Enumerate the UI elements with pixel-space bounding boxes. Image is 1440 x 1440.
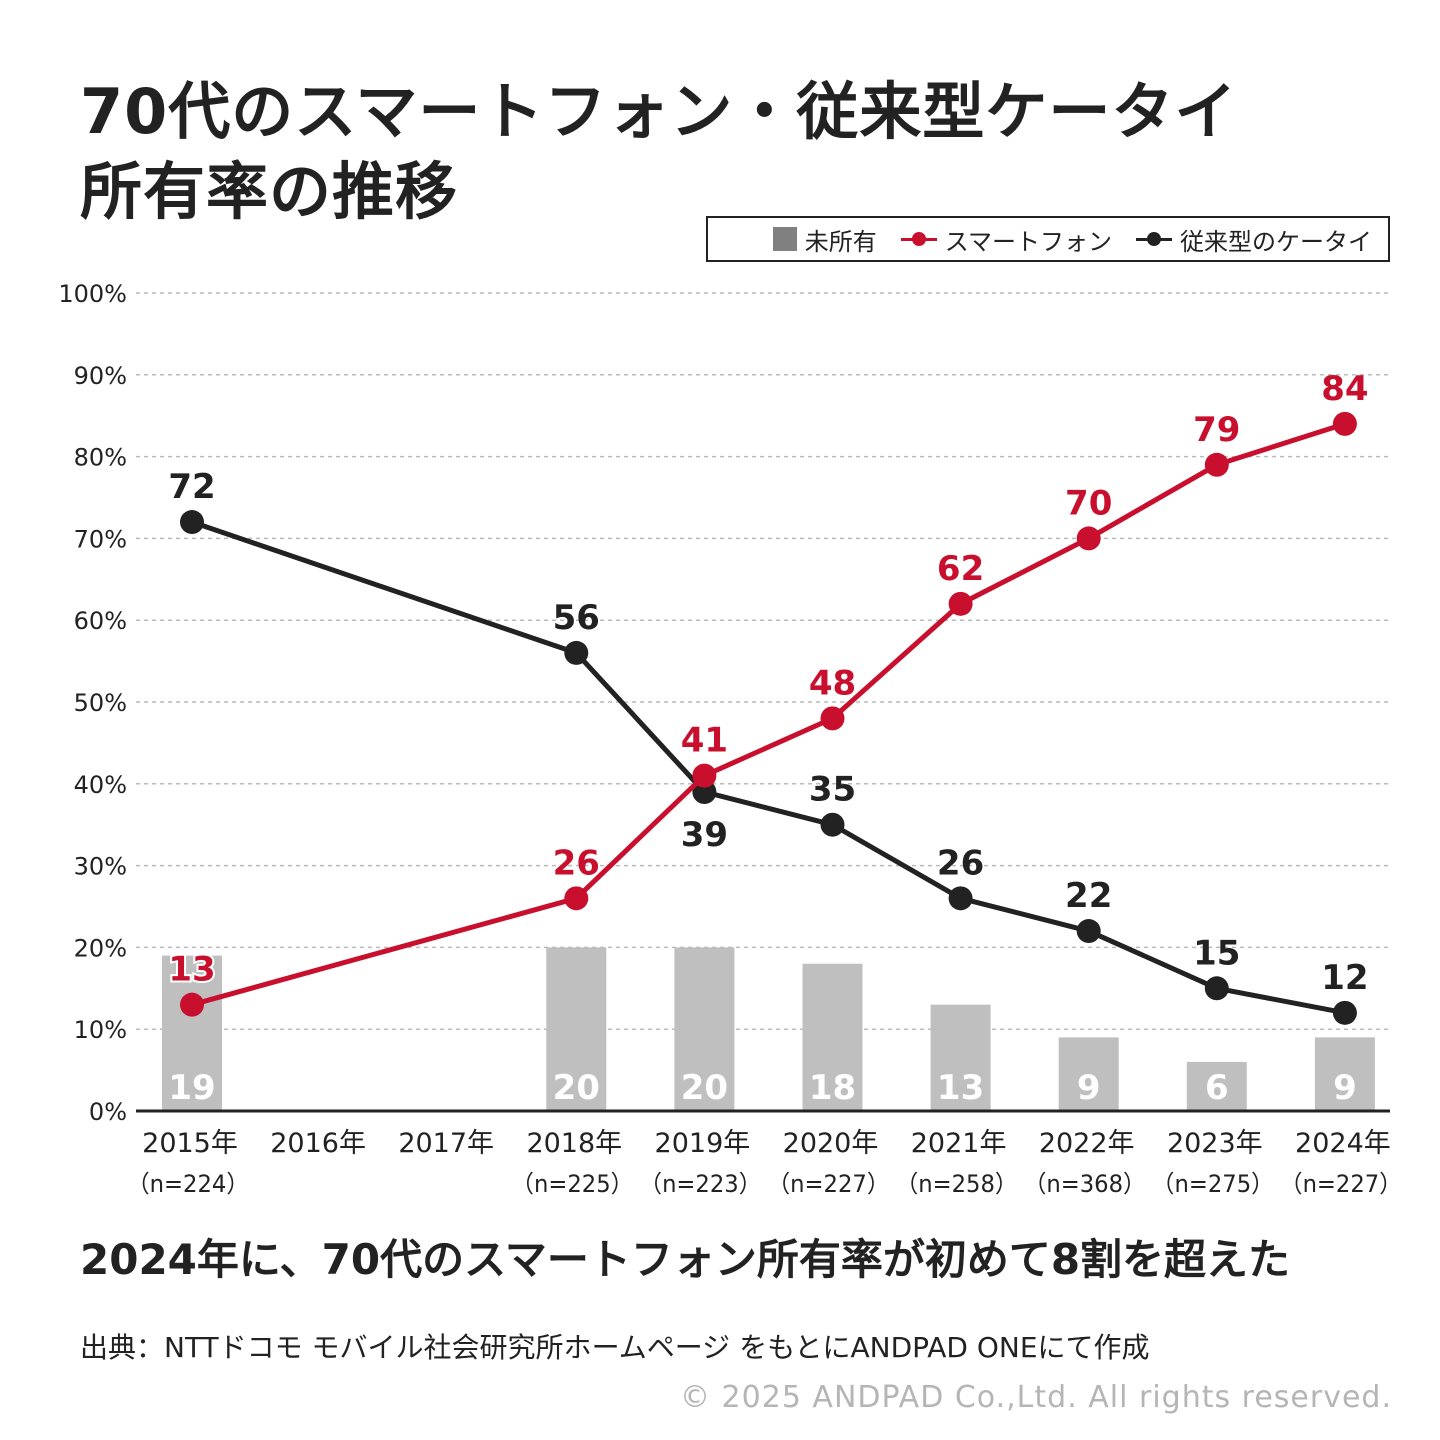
legend: 未所有 スマートフォン 従来型のケータイ xyxy=(706,216,1390,262)
feature-phone-data-label: 12 xyxy=(1321,958,1368,998)
y-tick-label: 50% xyxy=(74,689,127,717)
legend-swatch-smartphone xyxy=(900,229,937,249)
smartphone-data-label: 48 xyxy=(809,663,856,703)
y-tick-label: 100% xyxy=(58,280,127,308)
y-tick-label: 20% xyxy=(74,934,127,962)
smartphone-data-label: 62 xyxy=(937,549,984,589)
x-tick-label: 2023年 xyxy=(1167,1128,1263,1159)
feature-phone-point xyxy=(180,510,204,535)
bar-data-label: 9 xyxy=(1333,1068,1357,1108)
smartphone-point xyxy=(948,591,973,616)
feature-phone-data-label: 15 xyxy=(1193,933,1240,973)
feature-phone-data-label: 35 xyxy=(809,770,856,810)
source-text: 出典：NTTドコモ モバイル社会研究所ホームページ をもとにANDPAD ONE… xyxy=(80,1331,1150,1364)
feature-phone-point xyxy=(1204,976,1229,1001)
smartphone-data-label: 84 xyxy=(1321,369,1368,409)
x-sample-size-label: （n=225） xyxy=(511,1170,633,1198)
feature-phone-point xyxy=(948,886,973,911)
bar-data-label: 20 xyxy=(553,1068,600,1108)
feature-phone-line xyxy=(191,519,1346,1016)
x-tick-label: 2020年 xyxy=(783,1128,879,1159)
smartphone-data-label: 13 xyxy=(168,950,215,990)
smartphone-point xyxy=(1076,526,1101,551)
smartphone-point xyxy=(1204,452,1229,477)
legend-item-feature-phone: 従来型のケータイ xyxy=(1136,222,1372,257)
x-tick-label: 2021年 xyxy=(911,1128,1007,1159)
x-tick-label: 2024年 xyxy=(1295,1128,1391,1159)
smartphone-data-label: 70 xyxy=(1065,483,1112,523)
y-tick-label: 80% xyxy=(74,444,127,472)
line-chart: 0%10%20%30%40%50%60%70%80%90%100%19 20 20 1… xyxy=(58,280,1402,1198)
feature-phone-data-label: 26 xyxy=(937,843,984,883)
x-tick-label: 2022年 xyxy=(1039,1128,1135,1159)
feature-phone-data-label: 72 xyxy=(168,467,215,507)
legend-item-unowned: 未所有 xyxy=(772,222,877,257)
smartphone-point xyxy=(180,992,204,1017)
x-sample-size-label: （n=223） xyxy=(639,1170,761,1198)
bar-unowned xyxy=(802,963,863,1111)
feature-phone-point xyxy=(564,640,589,665)
x-tick-label: 2017年 xyxy=(398,1128,494,1159)
feature-phone-data-label: 56 xyxy=(553,598,600,638)
y-tick-label: 90% xyxy=(74,362,127,390)
x-sample-size-label: （n=368） xyxy=(1024,1170,1146,1198)
bar-data-label: 6 xyxy=(1205,1068,1229,1108)
smartphone-data-label: 79 xyxy=(1193,410,1240,450)
smartphone-point xyxy=(564,886,589,911)
y-tick-label: 0% xyxy=(89,1098,127,1126)
feature-phone-data-label: 22 xyxy=(1065,876,1112,916)
legend-swatch-feature-phone xyxy=(1136,229,1172,249)
x-sample-size-label: （n=224） xyxy=(127,1170,249,1198)
bar-unowned xyxy=(1058,1037,1119,1111)
feature-phone-point xyxy=(1332,1000,1357,1025)
bar-unowned xyxy=(674,947,735,1111)
x-tick-label: 2016年 xyxy=(270,1128,366,1159)
bar-data-label: 18 xyxy=(809,1068,856,1108)
x-tick-label: 2019年 xyxy=(655,1128,751,1159)
title-line-2: 所有率の推移 xyxy=(80,155,459,228)
smartphone-line xyxy=(191,421,1346,1008)
x-sample-size-label: （n=227） xyxy=(768,1170,890,1198)
title-line-1: 70代のスマートフォン・従来型ケータイ xyxy=(80,75,1238,148)
x-tick-label: 2018年 xyxy=(526,1128,622,1159)
y-tick-label: 30% xyxy=(74,853,127,881)
bar-unowned xyxy=(162,955,222,1111)
x-sample-size-label: （n=275） xyxy=(1152,1170,1274,1198)
y-tick-label: 10% xyxy=(74,1016,127,1044)
legend-swatch-unowned xyxy=(772,227,797,251)
copyright-text: © 2025 ANDPAD Co.,Ltd. All rights reserv… xyxy=(680,1380,1392,1415)
smartphone-point xyxy=(692,763,717,788)
legend-label-feature-phone: 従来型のケータイ xyxy=(1180,227,1372,256)
smartphone-data-label: 41 xyxy=(681,721,728,761)
feature-phone-data-label: 39 xyxy=(681,815,728,855)
conclusion-text: 2024年に、70代のスマートフォン所有率が初めて8割を超えた xyxy=(80,1235,1291,1284)
x-sample-size-label: （n=227） xyxy=(1280,1170,1402,1198)
bar-unowned xyxy=(930,1004,991,1111)
y-tick-label: 40% xyxy=(74,771,127,799)
feature-phone-point xyxy=(1076,919,1101,944)
x-sample-size-label: （n=258） xyxy=(896,1170,1018,1198)
bar-unowned xyxy=(1314,1037,1375,1111)
smartphone-data-label: 26 xyxy=(553,843,600,883)
bar-data-label: 19 xyxy=(168,1068,215,1108)
bar-data-label: 20 xyxy=(681,1068,728,1108)
bar-data-label: 13 xyxy=(937,1068,984,1108)
y-tick-label: 70% xyxy=(74,525,127,553)
bar-unowned xyxy=(1186,1061,1247,1111)
chart-title: 70代のスマートフォン・従来型ケータイ 所有率の推移 xyxy=(80,72,1280,232)
legend-label-unowned: 未所有 xyxy=(804,227,877,256)
bar-data-label: 9 xyxy=(1077,1068,1101,1108)
legend-label-smartphone: スマートフォン xyxy=(944,227,1112,256)
y-tick-label: 60% xyxy=(74,607,127,635)
x-tick-label: 2015年 xyxy=(142,1128,238,1159)
bar-unowned xyxy=(546,947,607,1111)
legend-item-smartphone: スマートフォン xyxy=(900,222,1112,257)
smartphone-point xyxy=(1332,411,1357,436)
feature-phone-point xyxy=(820,812,845,837)
smartphone-point xyxy=(820,706,845,731)
